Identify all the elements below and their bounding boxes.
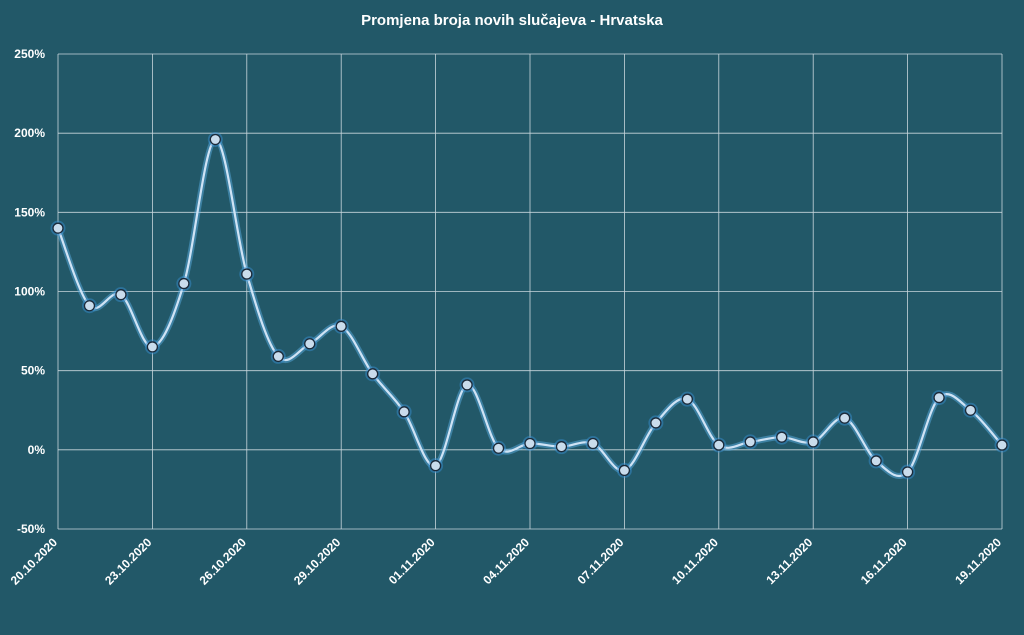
data-point (996, 439, 1008, 451)
data-point (776, 431, 788, 443)
y-tick-label: 100% (14, 285, 45, 299)
data-point (555, 441, 568, 453)
y-tick-label: -50% (17, 522, 45, 536)
y-tick-label: 50% (21, 364, 45, 378)
x-tick-label: 19.11.2020 (952, 535, 1004, 587)
y-tick-label: 250% (14, 47, 45, 61)
data-point (146, 341, 159, 353)
data-point (713, 439, 725, 451)
x-tick-label: 04.11.2020 (480, 535, 532, 587)
data-point (367, 368, 379, 380)
data-point (933, 391, 945, 404)
data-point (807, 436, 819, 448)
data-point (304, 338, 316, 350)
y-tick-label: 0% (28, 443, 46, 457)
data-point (461, 379, 473, 391)
data-point (52, 222, 64, 234)
y-tick-label: 150% (14, 205, 45, 219)
y-tick-label: 200% (14, 126, 45, 140)
x-tick-label: 20.10.2020 (8, 535, 61, 588)
data-point (429, 460, 442, 472)
data-point (398, 406, 410, 418)
data-point (209, 133, 221, 146)
chart-title: Promjena broja novih slučajeva - Hrvatsk… (361, 12, 663, 29)
x-tick-label: 26.10.2020 (197, 535, 250, 588)
data-point (650, 417, 662, 429)
data-point (178, 277, 190, 290)
x-tick-label: 29.10.2020 (291, 535, 344, 588)
data-point (492, 442, 505, 454)
data-point (115, 289, 127, 301)
data-point (524, 437, 536, 450)
x-tick-label: 13.11.2020 (763, 535, 815, 587)
data-point (681, 393, 693, 405)
data-point (744, 436, 756, 448)
data-point (241, 268, 253, 280)
x-tick-label: 01.11.2020 (386, 535, 438, 587)
data-point (964, 404, 977, 416)
data-point (335, 320, 347, 332)
data-point (587, 437, 599, 450)
data-point (618, 464, 631, 477)
data-point (901, 466, 914, 478)
x-tick-label: 23.10.2020 (102, 535, 155, 588)
data-point (272, 350, 284, 363)
data-point (83, 300, 96, 312)
data-point (870, 455, 882, 467)
x-tick-label: 10.11.2020 (669, 535, 721, 587)
x-tick-label: 07.11.2020 (575, 535, 627, 587)
x-tick-label: 16.11.2020 (858, 535, 910, 587)
data-point (839, 412, 851, 424)
